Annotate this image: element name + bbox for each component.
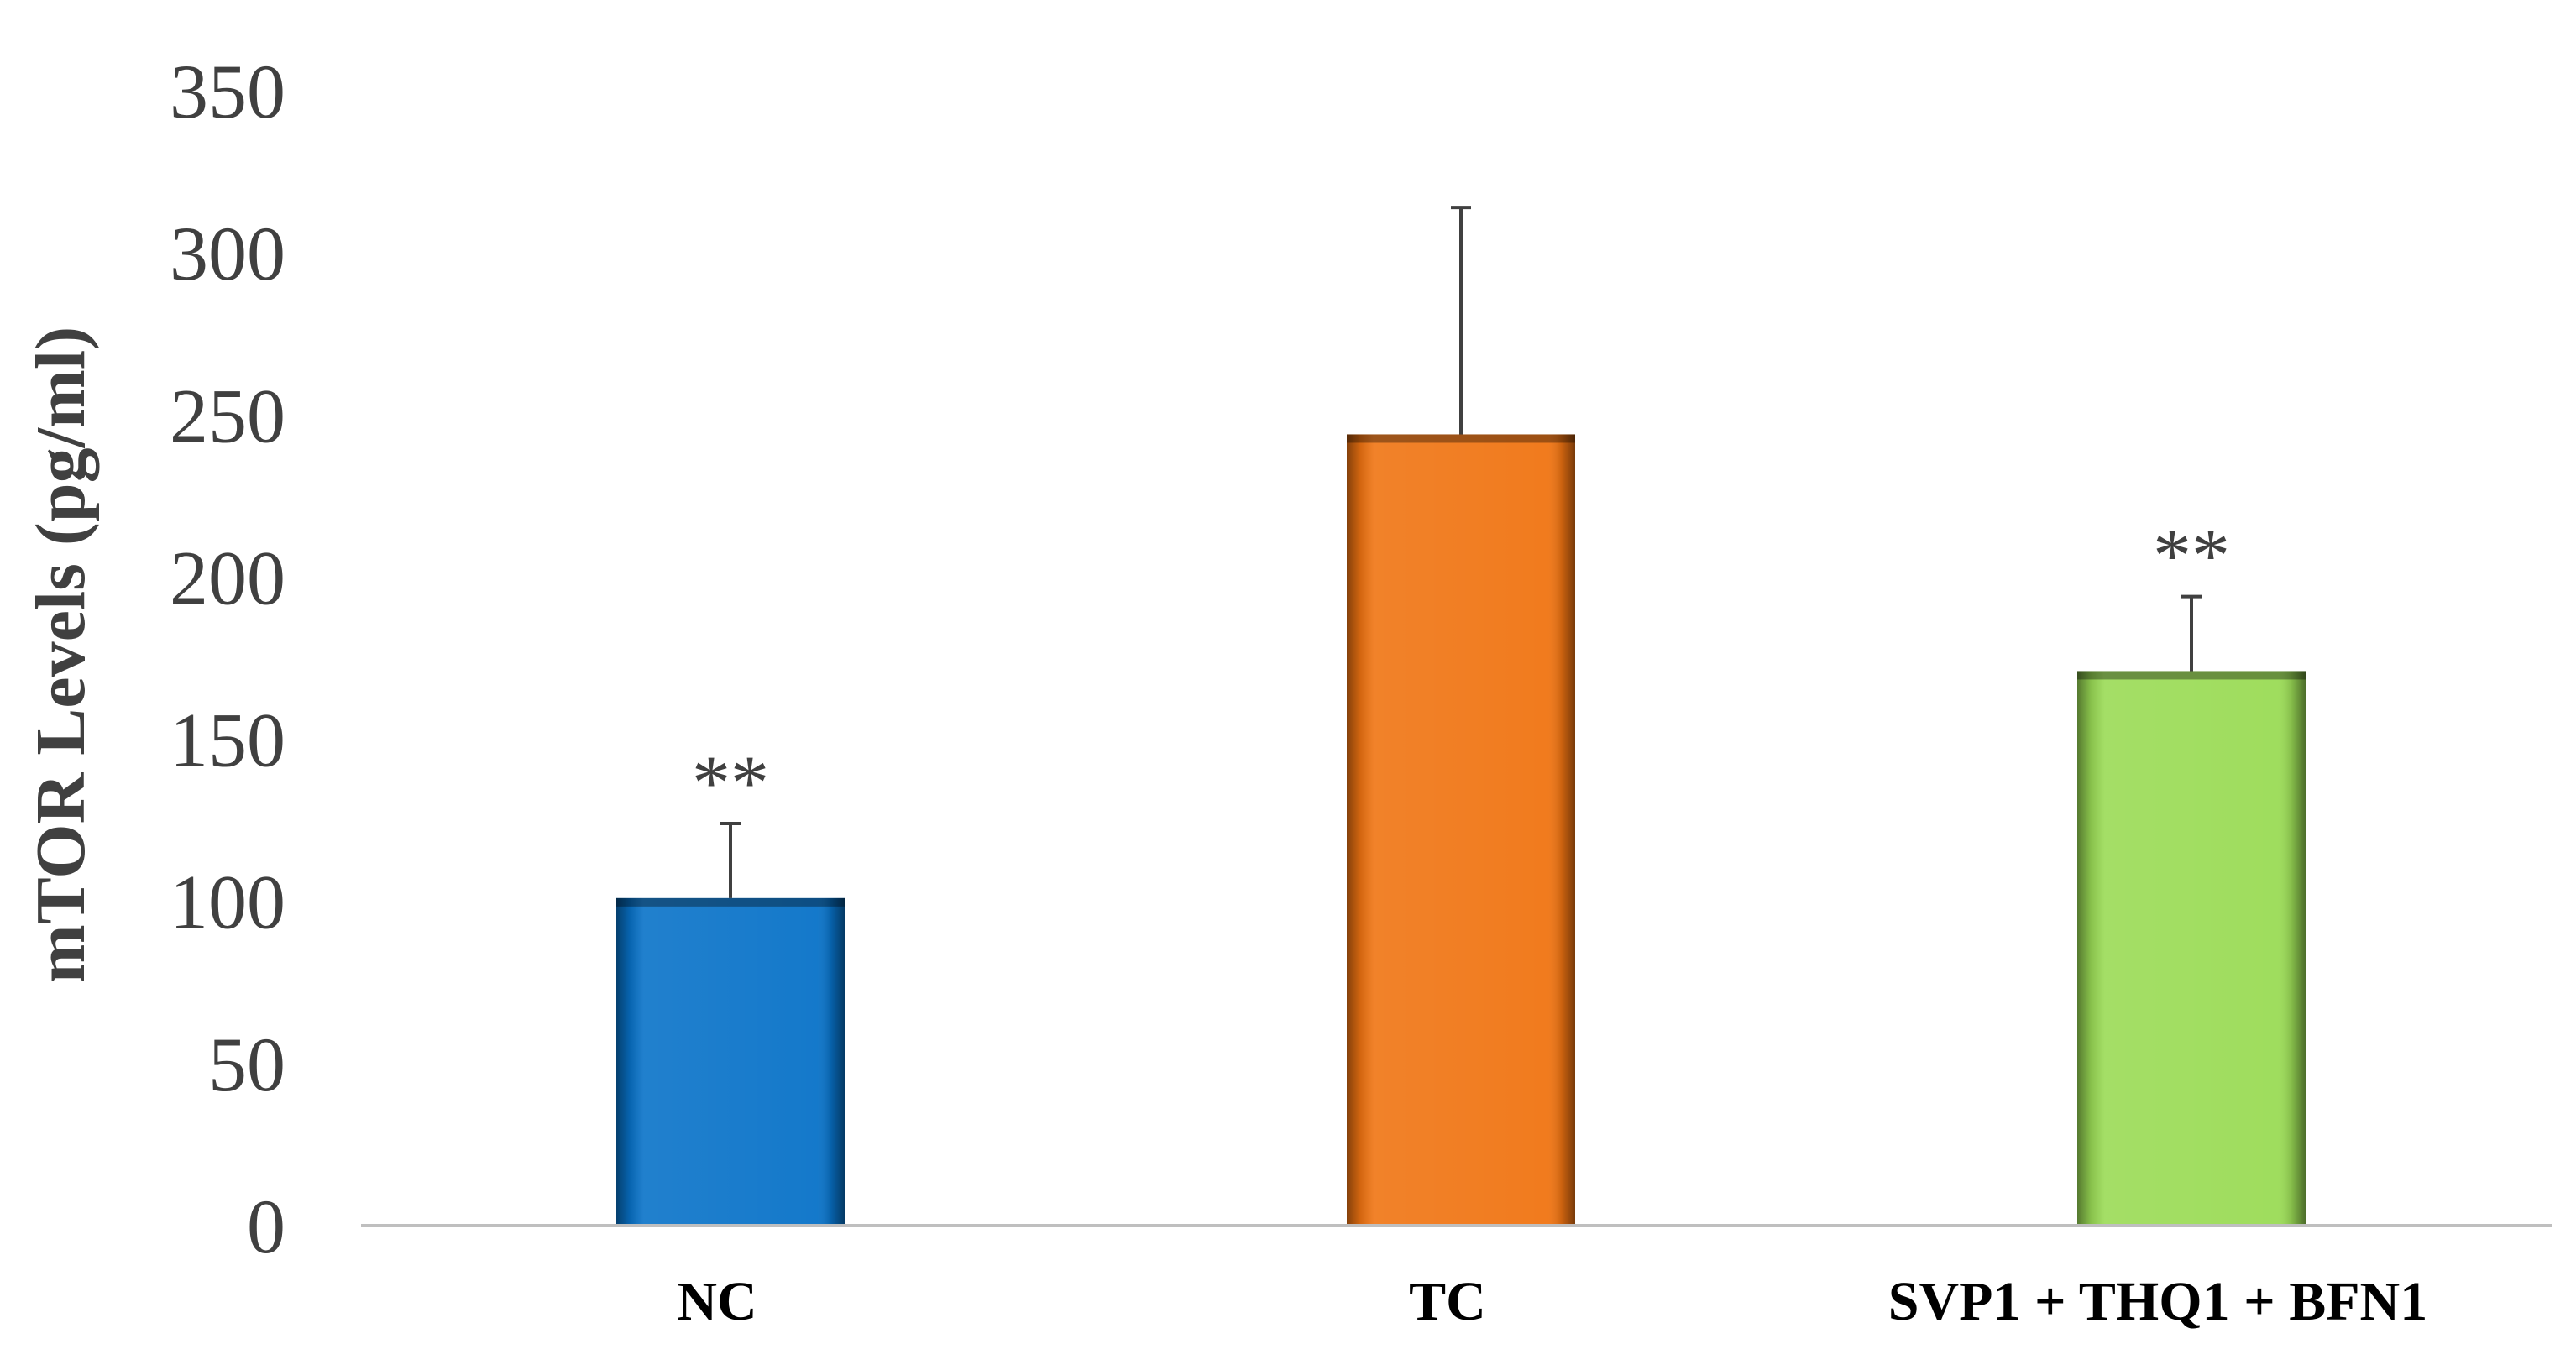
bar-top-edge [616,897,845,907]
bar-shading [2077,671,2306,1226]
bars [616,434,2306,1226]
bar-top-edge [1347,434,1575,443]
y-axis: 0 50 100 150 200 250 300 350 [170,49,285,1269]
bar-top-edge [2077,671,2306,680]
x-tick-label: SVP1 + THQ1 + BFN1 [1888,1271,2427,1332]
y-tick-label: 100 [170,860,285,945]
y-tick-label: 150 [170,698,285,783]
x-axis: NC TC SVP1 + THQ1 + BFN1 [361,1224,2552,1332]
x-tick-label: TC [1409,1271,1486,1332]
y-tick-label: 0 [247,1184,285,1269]
y-tick-label: 50 [208,1022,285,1107]
y-tick-label: 350 [170,49,285,134]
error-bars [720,206,2202,898]
y-tick-label: 200 [170,535,285,620]
y-axis-title: mTOR Levels (pg/ml) [22,327,100,983]
significance-markers: ** ** [692,513,2230,825]
significance-marker: ** [692,740,769,825]
y-tick-label: 250 [170,373,285,458]
y-tick-label: 300 [170,211,285,296]
bar-shading [616,897,845,1226]
x-tick-label: NC [677,1271,757,1332]
significance-marker: ** [2153,513,2230,599]
bar-shading [1347,434,1575,1226]
